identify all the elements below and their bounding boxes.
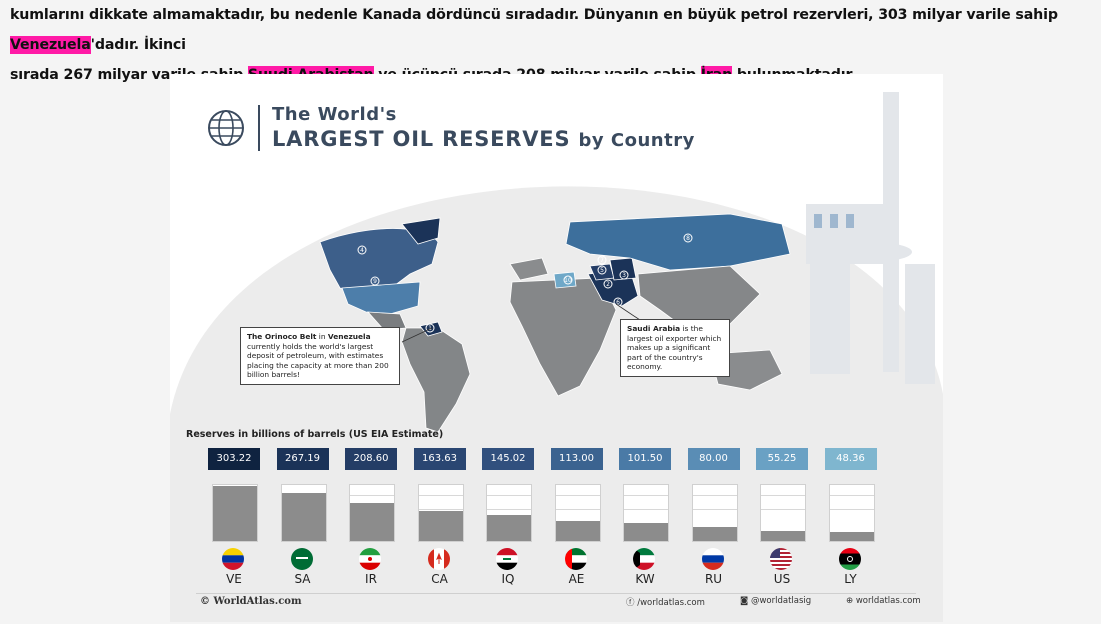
globe-icon	[208, 109, 244, 146]
country-code-label: AE	[568, 572, 585, 586]
flag-ve-icon	[222, 548, 244, 570]
venezuela-annotation: The Orinoco Belt in Venezuela currently …	[240, 327, 400, 385]
title-line2: LARGEST OIL RESERVES by Country	[272, 127, 695, 151]
map-marker: 9	[373, 278, 377, 285]
country-code-label: CA	[431, 572, 448, 586]
oil-tank	[486, 484, 532, 542]
bar-fill	[418, 511, 463, 541]
oil-tank	[554, 484, 601, 542]
title-main: LARGEST OIL RESERVES	[272, 127, 571, 151]
bar-value-label: 145.02	[482, 448, 534, 470]
flag-us-icon	[770, 548, 792, 570]
bar-fill	[213, 486, 257, 541]
bar-value-label: 163.63	[413, 448, 466, 470]
flag-iq-icon	[496, 548, 518, 570]
annot-text: currently holds the world's largest depo…	[247, 341, 389, 380]
oil-tank	[828, 484, 875, 542]
oil-tank	[349, 484, 395, 542]
bar-fill	[487, 515, 531, 541]
map-marker: 3	[622, 272, 626, 279]
bar-value-label: 113.00	[550, 448, 603, 470]
flag-sa-icon	[290, 548, 313, 570]
oil-tank	[417, 484, 464, 542]
bar-fill	[692, 527, 737, 541]
bar-value-label: 55.25	[756, 448, 808, 470]
country-code-label: IR	[365, 572, 377, 586]
flag-ir-icon	[359, 548, 381, 570]
annot-text: is the largest oil exporter which makes …	[627, 324, 722, 372]
title-divider	[258, 104, 260, 151]
web-url: worldatlas.com	[855, 596, 921, 606]
infographic-title: The World's LARGEST OIL RESERVES by Coun…	[206, 104, 695, 151]
worldatlas-brand: © WorldAtlas.com	[200, 596, 302, 607]
instagram-link: ◙ @worldatlasig	[740, 596, 811, 606]
map-marker: 7	[600, 257, 604, 264]
highlight-venezuela: Venezuela	[10, 36, 91, 54]
flag-kw-icon	[633, 548, 655, 570]
facebook-link: ⓕ /worldatlas.com	[626, 596, 705, 608]
bar-fill	[761, 531, 805, 541]
instagram-handle: @worldatlasig	[750, 596, 812, 606]
bar-fill	[555, 521, 600, 541]
annot-text: in	[316, 332, 328, 341]
bar-value-label: 208.60	[345, 448, 397, 470]
annot-bold: Saudi Arabia	[627, 324, 681, 333]
reserves-chart: 303.22 VE 267.19 SA 208.60 IR 163.63 CA 145.02 IQ…	[206, 448, 906, 588]
map-marker: 6	[616, 299, 620, 306]
map-marker: 2	[606, 281, 610, 288]
title-by: by Country	[578, 130, 695, 151]
instagram-icon: ◙	[740, 596, 749, 606]
footer-divider	[196, 593, 916, 594]
title-line1: The World's	[272, 104, 397, 125]
bar-fill	[624, 523, 668, 541]
country-code-label: VE	[226, 572, 242, 586]
facebook-icon: ⓕ	[626, 598, 635, 608]
bar-fill	[350, 503, 394, 541]
flag-ca-icon	[427, 548, 450, 570]
oil-tank	[691, 484, 738, 542]
annot-bold: The Orinoco Belt	[247, 332, 317, 341]
country-code-label: IQ	[501, 572, 515, 586]
annot-bold: Venezuela	[327, 332, 371, 341]
web-icon: ⊕	[846, 596, 854, 606]
web-link: ⊕ worldatlas.com	[846, 596, 921, 606]
reserves-axis-label: Reserves in billions of barrels (US EIA …	[186, 429, 444, 440]
map-marker: 8	[686, 235, 690, 242]
oil-tank	[760, 484, 806, 542]
bar-value-label: 80.00	[687, 448, 740, 470]
country-code-label: SA	[294, 572, 311, 586]
oil-tank	[623, 484, 669, 542]
saudi-annotation: Saudi Arabia is the largest oil exporter…	[620, 319, 730, 377]
bar-value-label: 101.50	[619, 448, 671, 470]
bar-value-label: 303.22	[208, 448, 260, 470]
bar-value-label: 267.19	[276, 448, 329, 470]
flag-ae-icon	[564, 548, 587, 570]
paragraph-text: kumlarını dikkate almamaktadır, bu neden…	[10, 7, 1058, 23]
oil-tank	[280, 484, 327, 542]
map-marker: 4	[360, 247, 364, 254]
bar-fill	[829, 532, 874, 541]
flag-ru-icon	[701, 548, 724, 570]
facebook-handle: /worldatlas.com	[637, 598, 705, 608]
country-code-label: US	[773, 572, 791, 586]
country-code-label: LY	[844, 572, 857, 586]
oil-tank	[212, 484, 258, 542]
infographic-image: 4 9 8 10 2 3 5 1 6 7 The World's LARGEST…	[170, 74, 943, 622]
country-code-label: KW	[635, 572, 655, 586]
flag-ly-icon	[838, 548, 861, 570]
country-code-label: RU	[704, 572, 723, 586]
bar-value-label: 48.36	[824, 448, 877, 470]
bar-fill	[281, 493, 326, 541]
map-marker: 10	[564, 277, 572, 284]
map-marker: 5	[600, 267, 604, 274]
paragraph-text: 'dadır. İkinci	[90, 37, 186, 53]
